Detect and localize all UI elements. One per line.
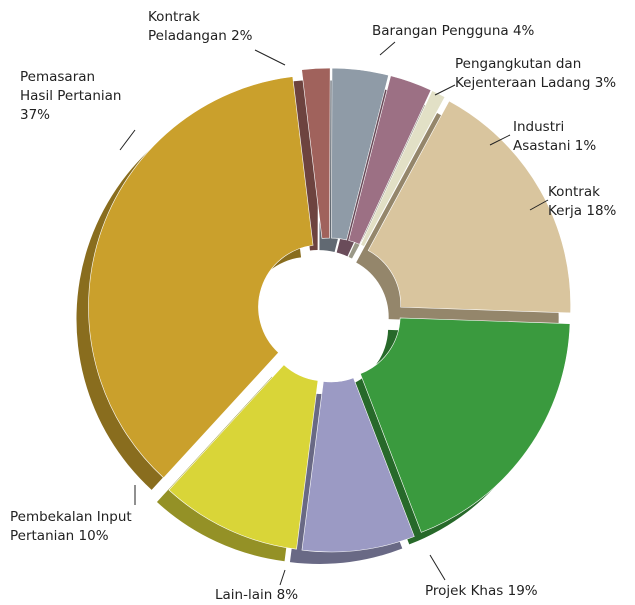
label: Projek Khas 19% xyxy=(425,583,538,599)
slice xyxy=(301,377,415,553)
slice xyxy=(301,67,331,239)
label: Kontrak Kerja 18% xyxy=(548,184,617,219)
leader-lines xyxy=(119,41,549,586)
slice xyxy=(360,90,446,247)
label: Pemasaran Hasil Pertanian 37% xyxy=(20,69,122,123)
slice xyxy=(348,75,432,245)
slice xyxy=(359,317,571,533)
slice xyxy=(88,76,314,479)
label: Barangan Pengguna 4% xyxy=(372,23,535,39)
slice xyxy=(331,67,389,241)
slice xyxy=(168,364,319,550)
label: Pengangkutan dan Kejenteraan Ladang 3% xyxy=(455,56,617,91)
label: Pembekalan Input Pertanian 10% xyxy=(10,509,132,544)
label: Kontrak Peladangan 2% xyxy=(148,9,253,44)
label: Industri Asastani 1% xyxy=(513,119,597,154)
label: Lain-lain 8% xyxy=(215,587,299,603)
